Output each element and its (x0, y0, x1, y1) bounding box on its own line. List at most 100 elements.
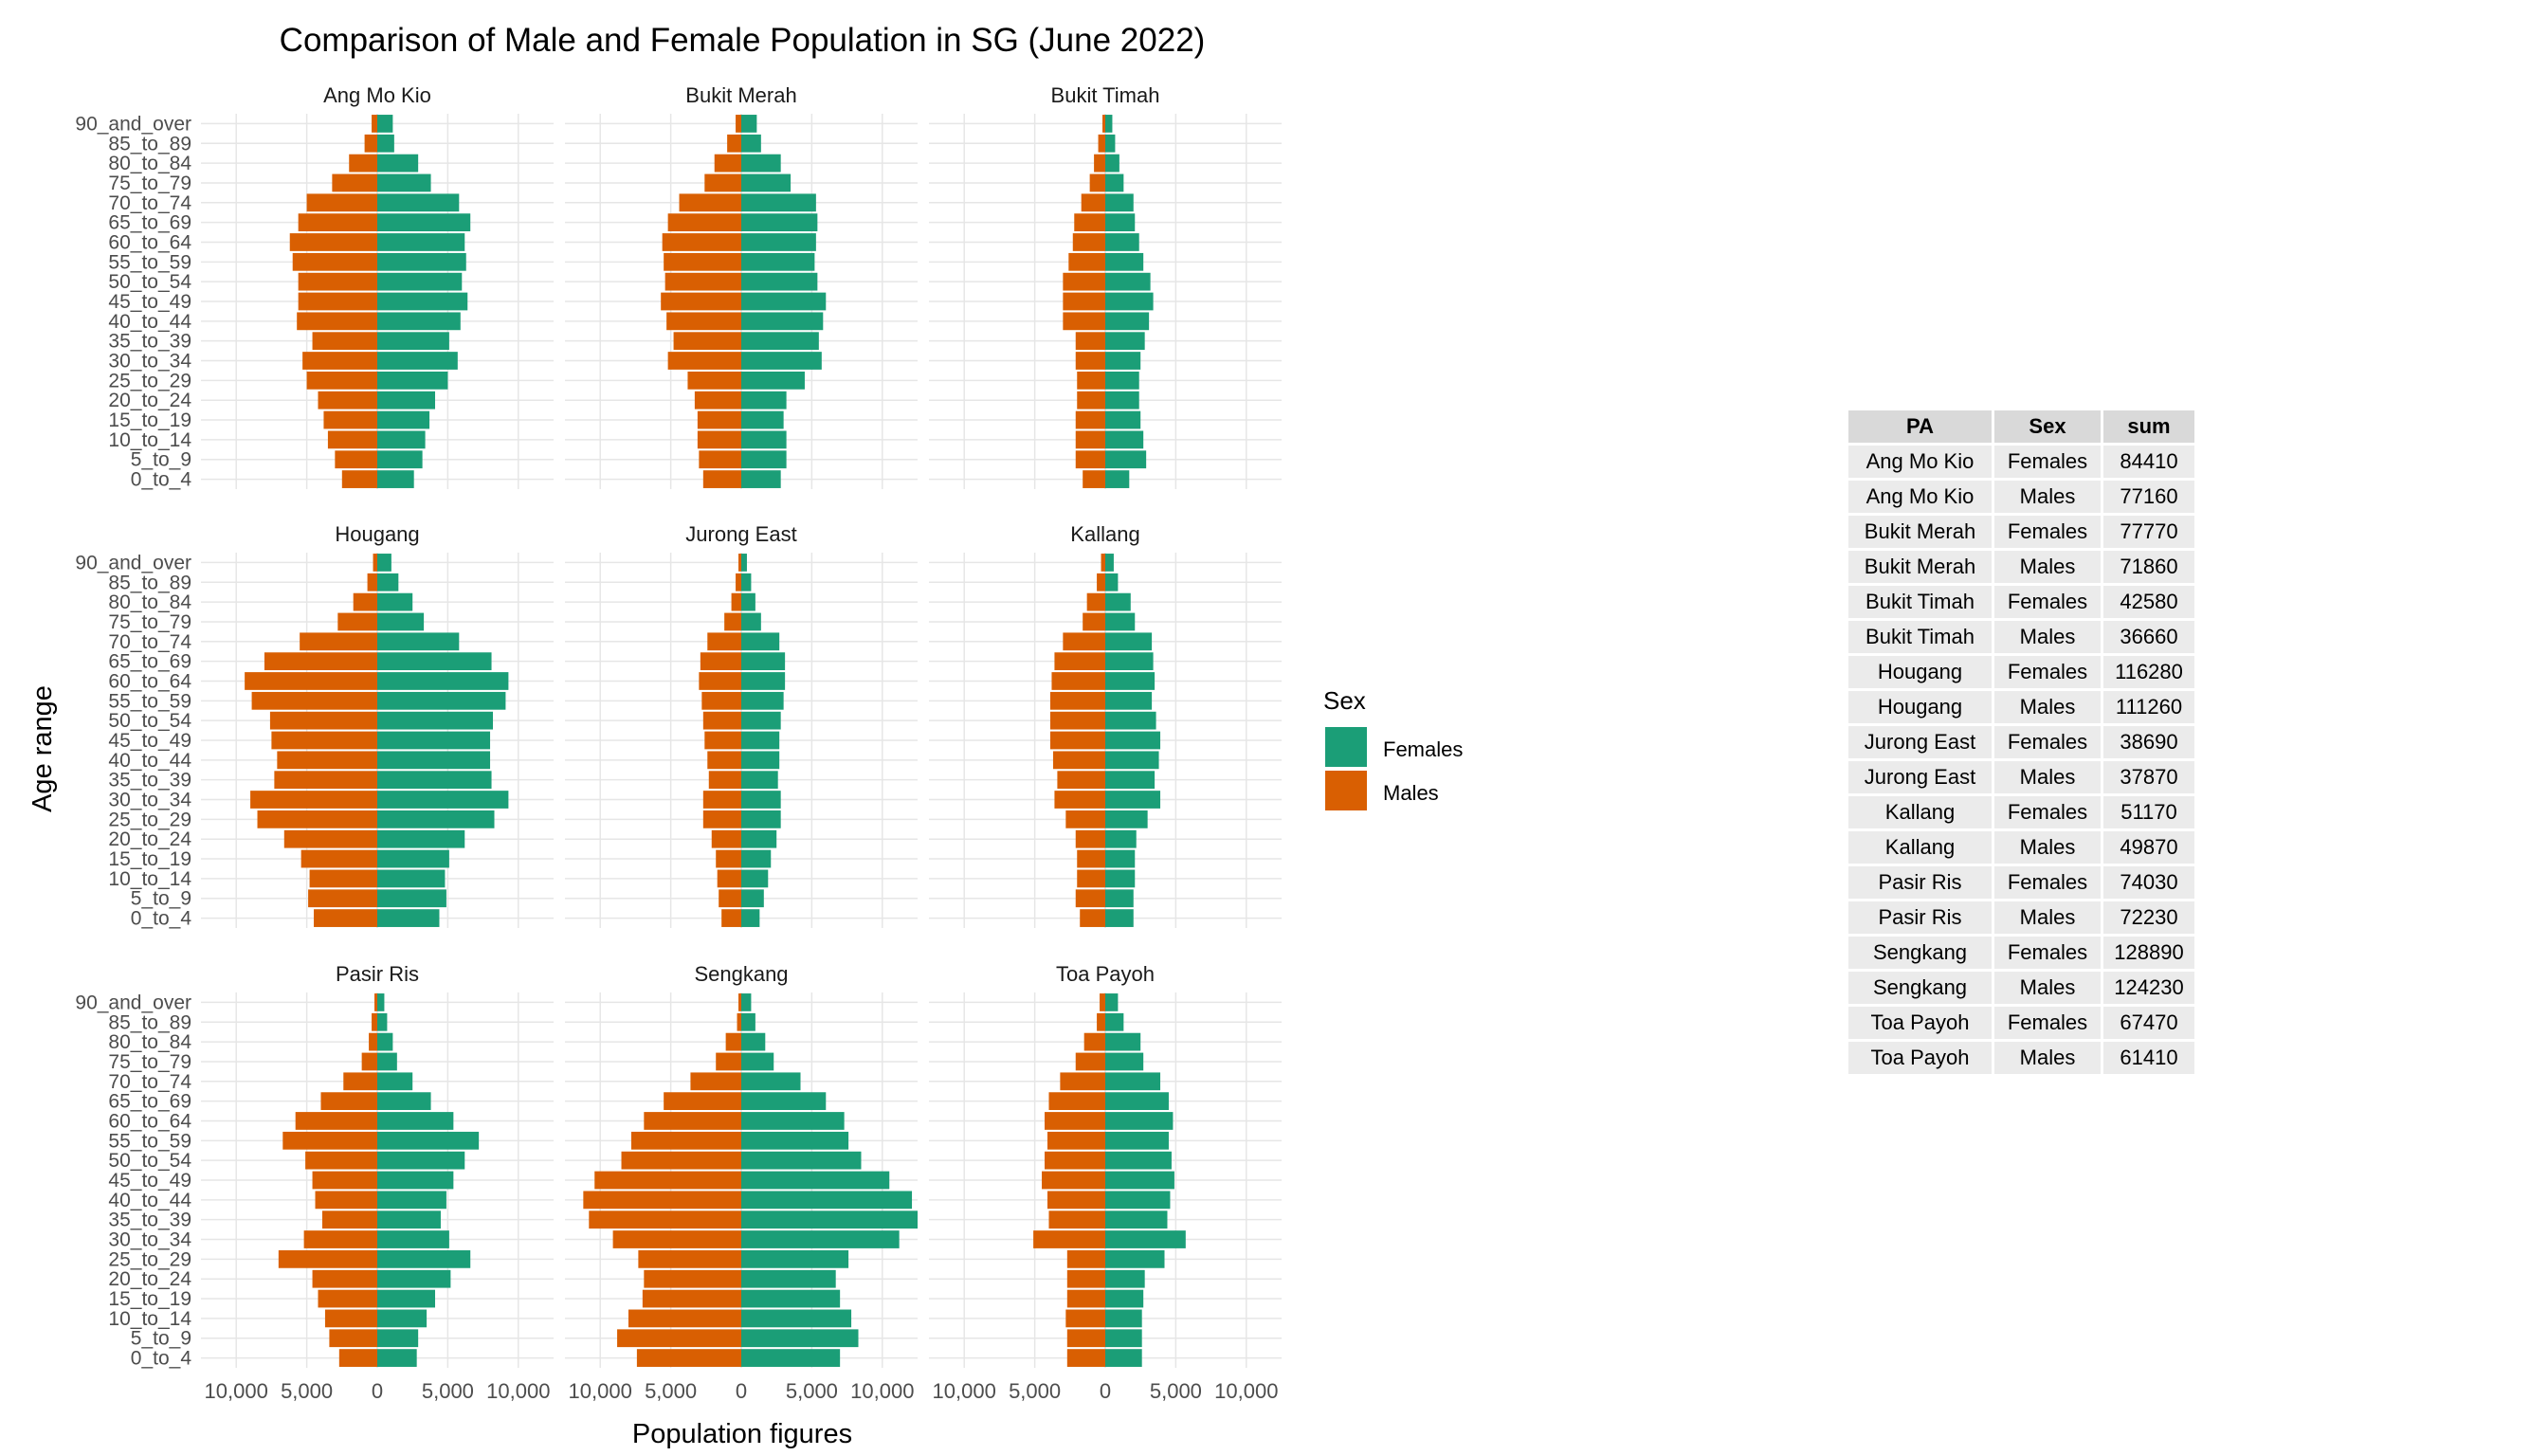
table-cell-pa: Ang Mo Kio (1848, 446, 1992, 478)
bar-males (1033, 1230, 1105, 1248)
y-tick-label: 45_to_49 (108, 1170, 191, 1192)
table-body: Ang Mo Kio Females 84410 Ang Mo Kio Males 771… (1848, 446, 2194, 1074)
table-cell-pa: Bukit Merah (1848, 551, 1992, 583)
bar-males (716, 849, 741, 868)
y-tick-label: 10_to_14 (108, 1308, 191, 1330)
bar-males (282, 1131, 377, 1150)
bar-males (269, 711, 377, 730)
bar-females (741, 173, 792, 192)
y-tick-label: 40_to_44 (108, 750, 191, 772)
bar-males (721, 909, 741, 927)
legend-title: Sex (1323, 686, 1366, 715)
y-tick-label: 20_to_24 (108, 1268, 191, 1290)
table-cell-sex: Females (1994, 516, 2101, 548)
bar-males (1089, 173, 1105, 192)
bar-males (1083, 612, 1105, 631)
y-tick-label: 65_to_69 (108, 1091, 191, 1113)
bar-males (724, 612, 741, 631)
bar-males (353, 592, 377, 611)
bar-males (690, 1072, 741, 1091)
bar-males (667, 213, 741, 232)
bar-females (741, 391, 787, 410)
bar-females (377, 573, 399, 592)
bar-males (1101, 554, 1105, 572)
table-cell-sex: Females (1994, 446, 2101, 478)
bar-males (1046, 1131, 1105, 1150)
bar-males (714, 154, 741, 173)
table-cell-sex: Males (1994, 691, 2101, 723)
bar-males (664, 272, 741, 291)
bar-males (306, 193, 377, 212)
x-tick-label: 10,000 (850, 1379, 914, 1403)
bar-females (741, 1012, 755, 1031)
bar-females (741, 115, 757, 133)
bar-females (741, 751, 780, 770)
bar-males (1086, 592, 1105, 611)
bar-females (741, 1112, 845, 1130)
x-tick-label: 10,000 (1214, 1379, 1278, 1403)
table-cell-sex: Males (1994, 1042, 2101, 1074)
bar-females (377, 869, 446, 888)
facet-title: Pasir Ris (336, 962, 419, 986)
bar-females (377, 1032, 393, 1051)
bar-males (1081, 193, 1105, 212)
bar-females (377, 115, 393, 133)
table-cell-sum: 124230 (2103, 972, 2194, 1004)
bar-females (377, 1329, 419, 1348)
bar-males (644, 1269, 741, 1288)
table-cell-sum: 38690 (2103, 726, 2194, 758)
bar-females (1105, 1131, 1169, 1150)
table-cell-sex: Males (1994, 621, 2101, 653)
table-row: Toa Payoh Females 67470 (1848, 1007, 2194, 1039)
table-row: Ang Mo Kio Females 84410 (1848, 446, 2194, 478)
bar-males (324, 1309, 377, 1328)
bar-males (1063, 312, 1105, 331)
x-tick-label: 5,000 (1150, 1379, 1202, 1403)
bar-females (377, 1052, 397, 1071)
bar-males (707, 751, 741, 770)
bar-males (298, 213, 377, 232)
bar-males (673, 332, 741, 351)
bar-females (377, 1151, 465, 1170)
y-tick-label: 75_to_79 (108, 173, 191, 194)
bar-males (1049, 731, 1105, 750)
bar-males (1068, 252, 1105, 271)
y-tick-label: 30_to_34 (108, 1229, 191, 1251)
bar-males (1072, 233, 1105, 251)
bar-males (1080, 909, 1105, 927)
bar-females (377, 691, 506, 710)
x-tick-label: 10,000 (205, 1379, 268, 1403)
facet-title: Toa Payoh (1056, 962, 1155, 986)
bar-females (1105, 909, 1134, 927)
y-tick-label: 80_to_84 (108, 592, 191, 613)
table-cell-sex: Females (1994, 726, 2101, 758)
facet-panel: Bukit Timah (929, 83, 1282, 489)
bar-males (323, 410, 377, 429)
table-cell-pa: Kallang (1848, 796, 1992, 828)
bar-males (1063, 292, 1105, 311)
x-tick-label: 5,000 (645, 1379, 697, 1403)
bar-males (318, 391, 377, 410)
bar-males (1075, 352, 1105, 370)
bar-females (741, 1249, 849, 1268)
bar-males (679, 193, 741, 212)
bar-females (1105, 1191, 1171, 1210)
table-cell-sum: 61410 (2103, 1042, 2194, 1074)
bar-males (704, 731, 741, 750)
bar-females (1105, 154, 1119, 173)
bar-males (1066, 1329, 1105, 1348)
bar-males (667, 352, 741, 370)
bar-males (1048, 1092, 1105, 1111)
y-tick-label: 35_to_39 (108, 770, 191, 792)
bar-males (373, 554, 377, 572)
bar-males (583, 1191, 741, 1210)
bar-females (1105, 371, 1139, 390)
x-tick-label: 5,000 (786, 1379, 838, 1403)
bar-males (1060, 1072, 1105, 1091)
bar-females (741, 632, 780, 651)
bar-females (1105, 632, 1153, 651)
bar-females (1105, 1269, 1145, 1288)
bar-females (741, 371, 805, 390)
y-tick-label: 80_to_84 (108, 1031, 191, 1053)
